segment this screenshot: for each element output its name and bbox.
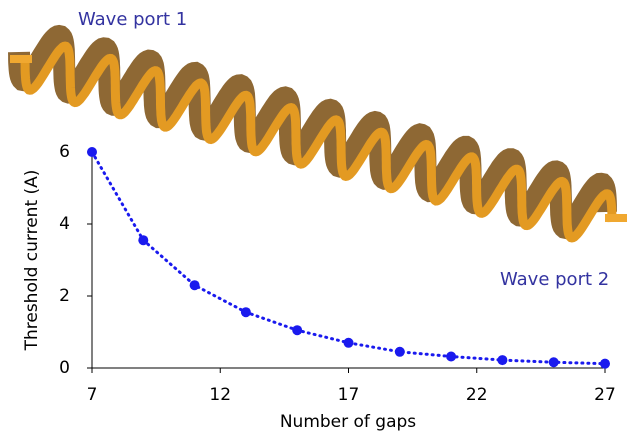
data-point [600,359,610,369]
x-tick-label: 22 [466,385,488,405]
y-tick-label: 6 [59,142,70,162]
data-point [497,355,507,365]
y-tick-label: 4 [59,214,70,234]
data-point [446,351,456,361]
annotation: Wave port 2 [500,269,609,290]
chart: Wave port 1 Wave port 2 Number of gaps T… [0,0,635,435]
waveguide-body [25,46,612,238]
y-axis-label: Threshold current (A) [22,170,42,352]
waveguide-illustration [10,36,627,238]
data-point [138,235,148,245]
trend-line [92,152,605,364]
x-tick-label: 12 [209,385,231,405]
x-axis-label: Number of gaps [280,412,416,432]
x-tick-label: 27 [594,385,616,405]
x-tick-label: 17 [338,385,360,405]
data-point [549,357,559,367]
y-tick-label: 0 [59,358,70,378]
data-point [87,147,97,157]
data-point [292,325,302,335]
port [605,214,627,222]
data-point [395,347,405,357]
y-tick-label: 2 [59,286,70,306]
data-point [190,280,200,290]
data-point [344,338,354,348]
annotation: Wave port 1 [78,9,187,30]
data-point [241,307,251,317]
x-tick-label: 7 [87,385,98,405]
port [10,55,32,63]
